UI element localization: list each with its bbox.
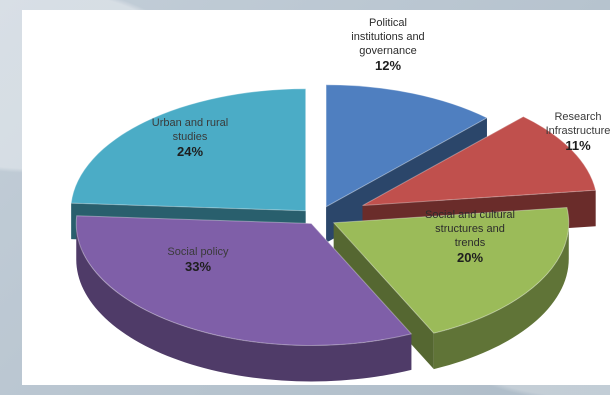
slice-value-label: 20% <box>457 250 483 265</box>
slice-value-label: 12% <box>375 58 401 73</box>
slice-label: Social policy <box>167 246 229 258</box>
slice-value-label: 24% <box>177 144 203 159</box>
slices-layer <box>71 85 596 382</box>
slice-value-label: 11% <box>565 138 591 153</box>
slice-value-label: 33% <box>185 259 211 274</box>
slice-label: Political institutions and governance <box>351 17 424 57</box>
slice-label: Research Infrastructure <box>546 111 610 137</box>
